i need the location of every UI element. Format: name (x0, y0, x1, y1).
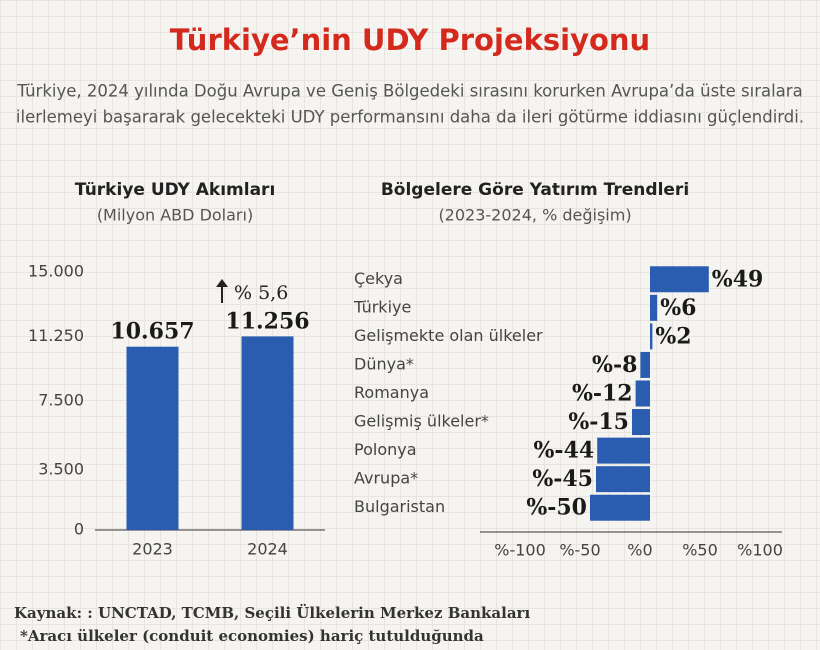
x-tick-label: %0 (627, 541, 652, 560)
bar (635, 380, 650, 407)
value-label: %-15 (568, 409, 629, 435)
value-label: %49 (712, 266, 764, 292)
y-tick-label: 11.250 (28, 326, 84, 345)
bar (597, 437, 650, 464)
bar (650, 266, 709, 293)
value-label: %2 (655, 323, 691, 349)
y-tick-label: 3.500 (38, 459, 84, 478)
bar (590, 494, 650, 521)
bar (241, 336, 294, 530)
x-tick-label: %-50 (559, 541, 600, 560)
title: Türkiye’nin UDY Projeksiyonu (170, 23, 650, 57)
bar (640, 351, 650, 378)
value-label: %6 (660, 295, 696, 321)
chart-title: Bölgelere Göre Yatırım Trendleri (381, 180, 689, 200)
value-label: %-8 (592, 352, 637, 378)
value-label: 10.657 (110, 319, 194, 345)
category-label: Gelişmekte olan ülkeler (354, 326, 543, 345)
category-label: Türkiye (353, 297, 411, 316)
chart-title: Türkiye UDY Akımları (75, 180, 276, 200)
y-tick-label: 0 (74, 520, 84, 539)
category-label: Avrupa* (354, 469, 418, 488)
x-tick-label: 2023 (132, 540, 173, 559)
annotation: % 5,6 (234, 282, 288, 304)
category-label: Gelişmiş ülkeler* (354, 412, 489, 431)
chart-subtitle: (Milyon ABD Doları) (97, 206, 253, 225)
bar (650, 294, 658, 321)
subtitle: Türkiye, 2024 yılında Doğu Avrupa ve Gen… (16, 82, 802, 101)
value-label: %-45 (532, 466, 593, 492)
category-label: Romanya (354, 383, 429, 402)
category-label: Bulgaristan (354, 497, 445, 516)
bar (596, 466, 650, 493)
category-label: Çekya (354, 269, 403, 288)
x-tick-label: %100 (737, 541, 783, 560)
source: Kaynak: : UNCTAD, TCMB, Seçili Ülkelerin… (14, 603, 530, 622)
bar (632, 409, 650, 436)
y-tick-label: 15.000 (28, 262, 84, 281)
value-label: %-44 (534, 438, 595, 464)
x-tick-label: %-100 (494, 541, 546, 560)
value-label: %-50 (526, 495, 587, 521)
category-label: Dünya* (354, 354, 414, 373)
y-tick-label: 7.500 (38, 391, 84, 410)
x-tick-label: 2024 (247, 540, 288, 559)
x-tick-label: %50 (682, 541, 718, 560)
subtitle: ilerlemeyi başararak gelecekteki UDY per… (16, 108, 804, 127)
value-label: 11.256 (225, 308, 309, 334)
arrow-head (216, 279, 228, 287)
value-label: %-12 (572, 381, 633, 407)
bar (650, 323, 653, 350)
bar (126, 346, 179, 530)
category-label: Polonya (354, 440, 417, 459)
chart-subtitle: (2023-2024, % değişim) (438, 206, 631, 225)
note: *Aracı ülkeler (conduit economies) hariç… (20, 627, 484, 645)
